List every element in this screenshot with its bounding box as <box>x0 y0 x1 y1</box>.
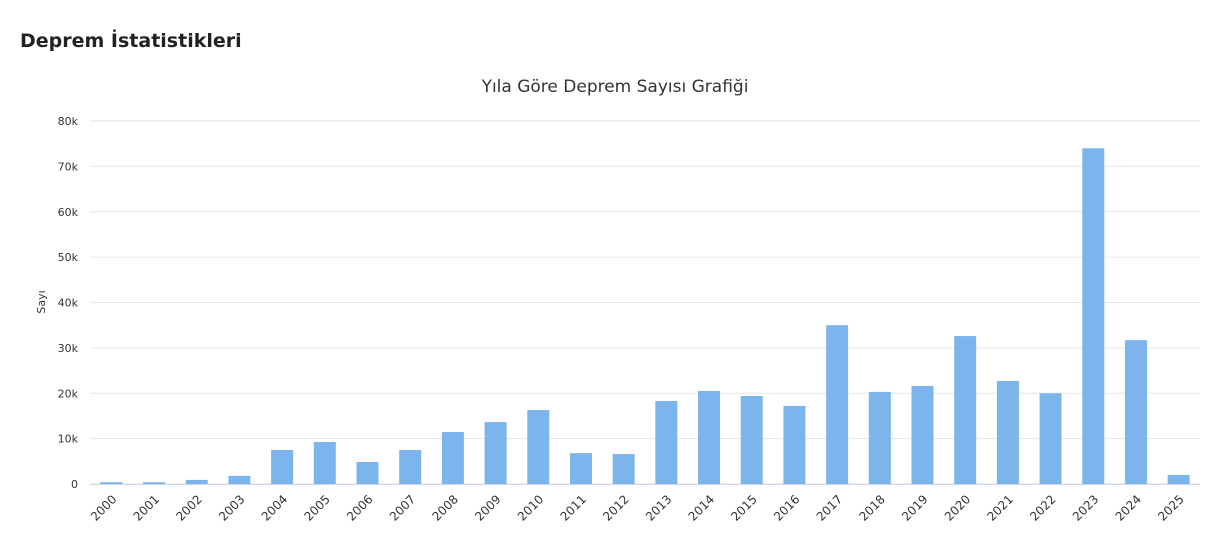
bar <box>441 432 464 484</box>
x-tick-label: 2004 <box>259 492 290 523</box>
bar <box>313 442 336 484</box>
x-tick-label: 2005 <box>301 492 332 523</box>
bar <box>399 449 422 484</box>
y-tick-label: 40k <box>58 297 79 310</box>
bar <box>1082 148 1105 484</box>
bar <box>954 336 977 484</box>
chart-title: Yıla Göre Deprem Sayısı Grafiği <box>481 77 749 97</box>
x-tick-label: 2012 <box>600 492 631 523</box>
x-tick-label: 2009 <box>472 492 503 523</box>
y-tick-label: 60k <box>58 206 79 219</box>
x-tick-label: 2019 <box>899 492 930 523</box>
x-tick-label: 2016 <box>771 492 802 523</box>
y-tick-label: 20k <box>58 387 79 400</box>
bar <box>612 454 635 484</box>
x-tick-label: 2003 <box>216 492 247 523</box>
x-tick-label: 2020 <box>942 492 973 523</box>
x-tick-label: 2006 <box>344 492 375 523</box>
bar <box>740 395 763 484</box>
x-tick-label: 2002 <box>173 492 204 523</box>
bar <box>100 482 123 484</box>
y-tick-label: 80k <box>58 115 79 128</box>
bar <box>1167 474 1190 484</box>
x-tick-label: 2018 <box>856 492 887 523</box>
x-tick-label: 2007 <box>387 492 418 523</box>
bar <box>185 479 208 484</box>
bar <box>356 461 379 484</box>
x-tick-label: 2025 <box>1155 492 1186 523</box>
x-tick-label: 2001 <box>131 492 162 523</box>
bar <box>527 410 550 484</box>
bar <box>1039 393 1062 484</box>
y-tick-label: 30k <box>58 342 79 355</box>
bar <box>911 385 934 484</box>
bar <box>698 390 721 484</box>
x-tick-label: 2014 <box>686 492 717 523</box>
x-tick-label: 2017 <box>814 492 845 523</box>
x-tick-label: 2011 <box>558 492 589 523</box>
bar <box>569 453 592 484</box>
bar <box>826 325 849 484</box>
x-tick-label: 2008 <box>430 492 461 523</box>
x-tick-label: 2010 <box>515 492 546 523</box>
page-title: Deprem İstatistikleri <box>20 30 242 52</box>
bar <box>484 422 507 484</box>
x-tick-label: 2024 <box>1113 492 1144 523</box>
y-axis-label: Sayı <box>35 290 48 313</box>
bar <box>868 391 891 484</box>
bar <box>996 380 1019 484</box>
y-tick-label: 0 <box>71 478 78 491</box>
bar <box>655 400 678 484</box>
bar <box>271 449 294 484</box>
bar <box>783 405 806 484</box>
x-tick-label: 2013 <box>643 492 674 523</box>
y-tick-label: 70k <box>58 160 79 173</box>
x-tick-label: 2000 <box>88 492 119 523</box>
x-tick-label: 2023 <box>1070 492 1101 523</box>
y-tick-label: 10k <box>58 433 79 446</box>
x-tick-label: 2021 <box>985 492 1016 523</box>
bar <box>1124 340 1147 484</box>
y-tick-label: 50k <box>58 251 79 264</box>
x-tick-label: 2015 <box>728 492 759 523</box>
bar <box>143 482 166 484</box>
x-tick-label: 2022 <box>1027 492 1058 523</box>
bar <box>228 475 251 484</box>
